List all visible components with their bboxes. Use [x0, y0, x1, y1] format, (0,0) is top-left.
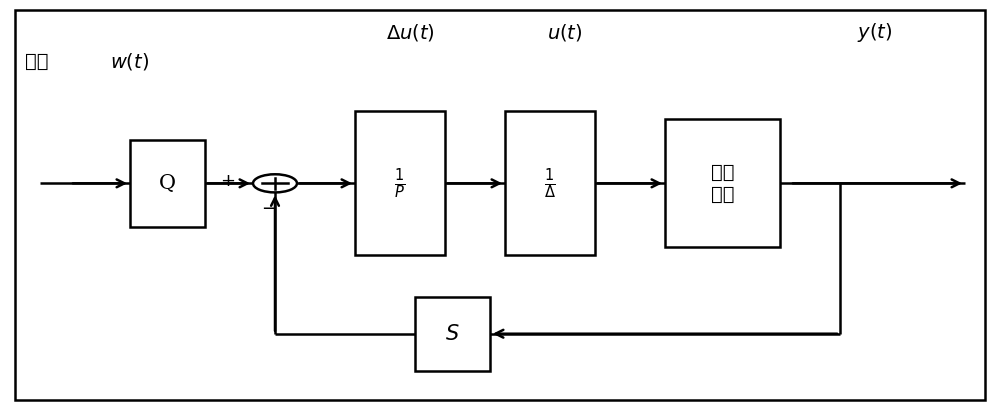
- FancyBboxPatch shape: [665, 119, 780, 247]
- Text: +: +: [220, 172, 236, 190]
- Text: $\frac{1}{\Delta}$: $\frac{1}{\Delta}$: [544, 166, 556, 201]
- Text: Q: Q: [159, 174, 176, 193]
- Text: −: −: [261, 200, 276, 218]
- Text: $S$: $S$: [445, 324, 460, 344]
- Text: 被控
对象: 被控 对象: [711, 163, 734, 204]
- Text: $y(t)$: $y(t)$: [857, 21, 893, 44]
- Text: $u(t)$: $u(t)$: [547, 23, 583, 43]
- FancyBboxPatch shape: [130, 140, 205, 227]
- FancyBboxPatch shape: [505, 111, 595, 255]
- FancyBboxPatch shape: [15, 10, 985, 400]
- Text: $w(t)$: $w(t)$: [110, 52, 149, 72]
- Text: $\Delta u(t)$: $\Delta u(t)$: [386, 23, 434, 43]
- Circle shape: [253, 174, 297, 192]
- Text: 期望: 期望: [25, 52, 48, 71]
- Text: $\frac{1}{P}$: $\frac{1}{P}$: [394, 166, 406, 201]
- FancyBboxPatch shape: [415, 297, 490, 371]
- FancyBboxPatch shape: [355, 111, 445, 255]
